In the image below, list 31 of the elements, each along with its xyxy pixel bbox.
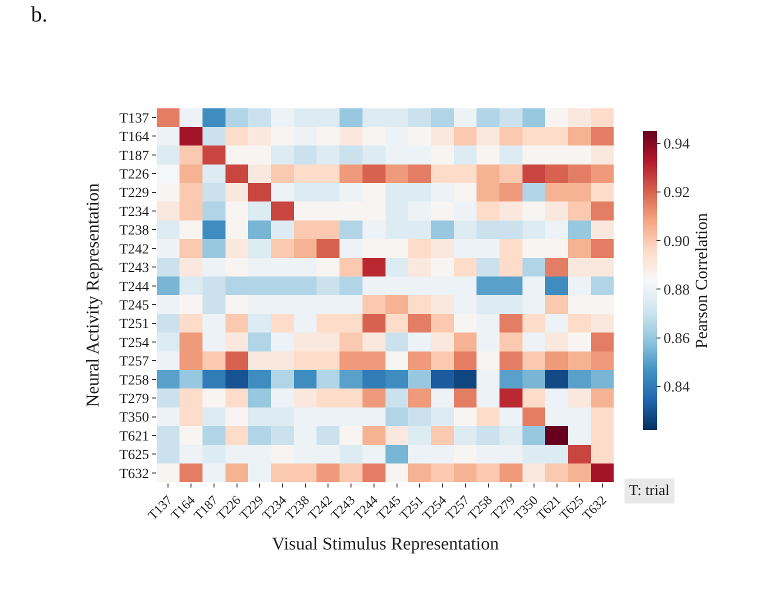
y-tick-label: T350 — [119, 410, 149, 426]
y-tick-label: T243 — [119, 261, 149, 276]
y-tick-label: T258 — [119, 373, 149, 388]
color-bar-label: 0.90 — [664, 234, 690, 250]
color-bar-label: 0.94 — [664, 136, 690, 153]
y-tick-label: T244 — [119, 280, 149, 295]
color-bar-label: 0.88 — [664, 282, 690, 298]
color-bar-label: 0.84 — [664, 380, 690, 396]
y-tick-label: T137 — [119, 111, 149, 126]
x-axis-title: Visual Stimulus Representation — [272, 534, 499, 554]
y-tick-label: T245 — [119, 298, 149, 314]
y-tick-label: T257 — [119, 354, 149, 370]
y-tick-label: T279 — [119, 392, 149, 407]
text: T: trial — [629, 483, 670, 499]
y-tick-label: T254 — [119, 336, 149, 351]
y-tick-label: T229 — [119, 186, 149, 202]
y-tick-label: T234 — [119, 204, 149, 220]
chart-title: b. — [30, 1, 48, 26]
color-bar-label: 0.86 — [664, 331, 690, 348]
y-tick-label: T251 — [119, 317, 149, 332]
y-tick-label: T238 — [119, 224, 149, 239]
y-tick-label: T187 — [119, 148, 149, 164]
y-tick-label: T226 — [119, 168, 149, 183]
color-bar-title: Pearson Correlation — [692, 212, 712, 348]
y-tick-label: T242 — [119, 242, 149, 258]
y-tick-label: T164 — [119, 130, 149, 146]
y-axis-title: Neural Activity Representation — [82, 183, 103, 408]
y-tick-label: T621 — [119, 429, 149, 444]
y-tick-label: T632 — [119, 466, 149, 482]
y-tick-label: T625 — [119, 448, 149, 464]
color-bar-label: 0.92 — [664, 185, 690, 202]
